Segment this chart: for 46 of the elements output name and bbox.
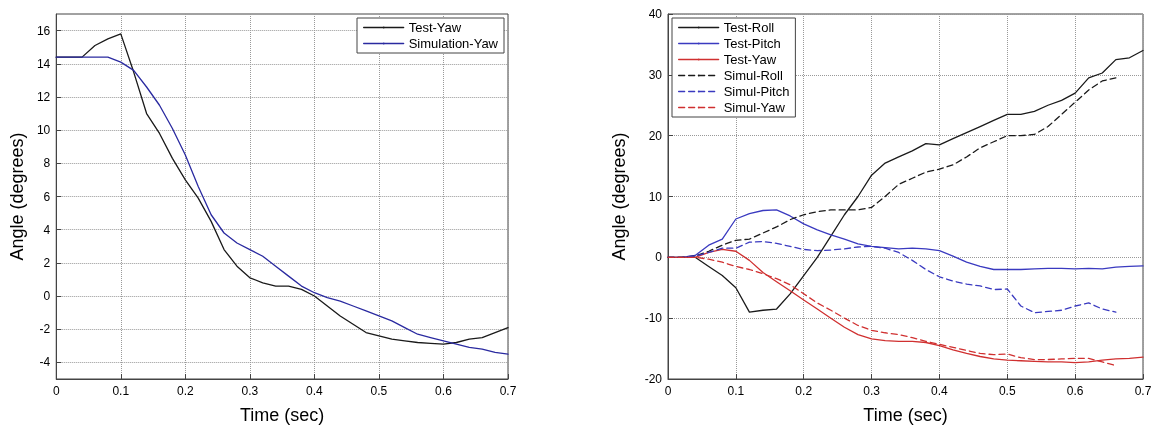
y-tick-label: 20	[648, 128, 663, 143]
legend-label: Simul-Pitch	[723, 84, 790, 99]
y-tick-label: 10	[36, 123, 51, 138]
y-tick-label: 30	[648, 67, 663, 82]
legend-label: Simulation-Yaw	[408, 36, 499, 51]
x-tick-label: 0.1	[112, 384, 130, 398]
legend-label: Test-Yaw	[408, 20, 462, 35]
y-tick-label: -10	[644, 311, 663, 326]
y-tick-label: 40	[648, 7, 663, 21]
legend-label: Test-Roll	[723, 20, 775, 35]
y-tick-label: 10	[648, 189, 663, 204]
x-tick-label: 0.5	[370, 384, 388, 398]
x-axis-title: Time (sec)	[863, 405, 948, 425]
y-tick-label: 0	[43, 289, 51, 304]
x-tick-label: 0.2	[176, 384, 194, 398]
x-axis-title: Time (sec)	[239, 405, 325, 425]
x-tick-label: 0.7	[499, 384, 517, 398]
y-axis-title: Angle (degrees)	[7, 132, 27, 261]
x-tick-label: 0.6	[1066, 384, 1084, 398]
x-tick-label: 0.5	[998, 384, 1016, 398]
x-tick-label: 0.6	[435, 384, 453, 398]
x-tick-label: 0.7	[1134, 384, 1152, 398]
y-tick-label: -4	[39, 355, 51, 370]
x-tick-label: 0	[664, 384, 672, 398]
y-tick-label: 0	[655, 250, 663, 265]
y-tick-label: 4	[43, 222, 51, 237]
x-tick-label: 0.4	[931, 384, 949, 398]
y-tick-label: 16	[36, 23, 51, 38]
y-tick-label: 6	[43, 189, 51, 204]
x-tick-label: 0.1	[727, 384, 745, 398]
y-tick-label: -2	[39, 322, 51, 337]
legend-label: Test-Pitch	[723, 36, 781, 51]
x-tick-label: 0.3	[863, 384, 881, 398]
y-tick-label: 8	[43, 156, 51, 171]
legend-label: Test-Yaw	[723, 52, 777, 67]
x-tick-label: 0.2	[795, 384, 813, 398]
legend-label: Simul-Roll	[723, 68, 783, 83]
y-tick-label: 14	[36, 56, 51, 71]
y-tick-label: -20	[644, 372, 663, 386]
x-tick-label: 0	[52, 384, 60, 398]
y-axis-title: Angle (degrees)	[609, 132, 629, 261]
y-tick-label: 2	[43, 255, 51, 270]
y-tick-label: 12	[36, 89, 51, 104]
legend-label: Simul-Yaw	[723, 100, 786, 115]
x-tick-label: 0.3	[241, 384, 259, 398]
x-tick-label: 0.4	[306, 384, 324, 398]
